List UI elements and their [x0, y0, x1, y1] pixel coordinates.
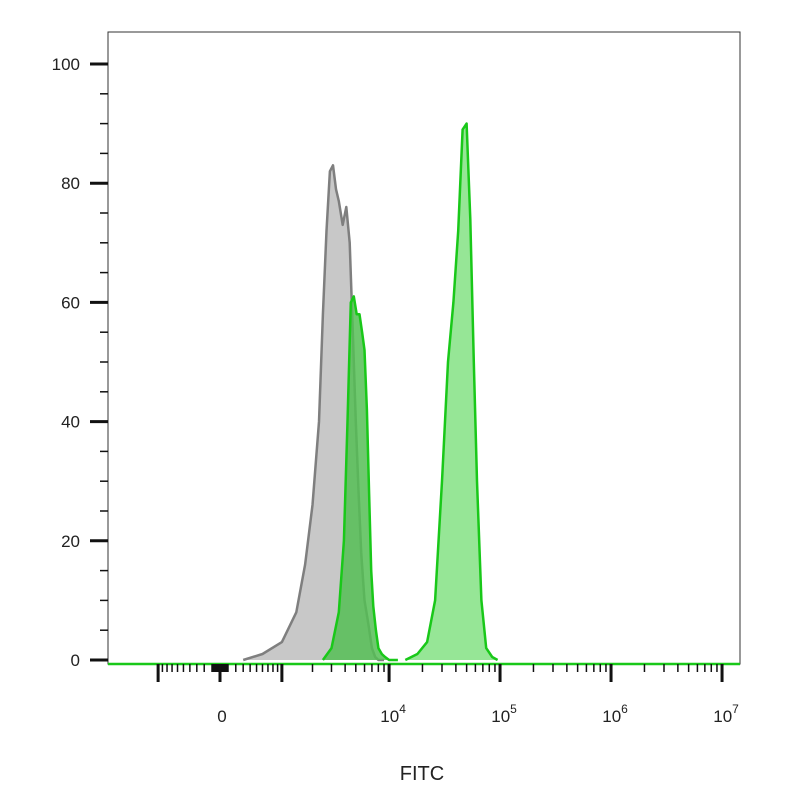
y-tick-label: 60 [61, 293, 80, 312]
x-axis-title: FITC [400, 763, 444, 785]
y-tick-label: 20 [61, 532, 80, 551]
x-tick-label: 0 [217, 707, 226, 726]
series-2-area [322, 296, 398, 660]
series-3-area [405, 123, 498, 661]
y-tick-label: 80 [61, 174, 80, 193]
y-tick-label: 40 [61, 413, 80, 432]
series-3-line [404, 122, 499, 662]
series-2-line [321, 295, 398, 662]
y-tick-label: 100 [52, 55, 80, 74]
x-tick-label: 107 [713, 702, 739, 726]
x-tick-label: 106 [602, 702, 628, 726]
x-tick-label: 105 [491, 702, 517, 726]
y-tick-label: 0 [71, 651, 80, 670]
plot-area-border [107, 31, 741, 665]
x-tick-label: 104 [380, 702, 406, 726]
